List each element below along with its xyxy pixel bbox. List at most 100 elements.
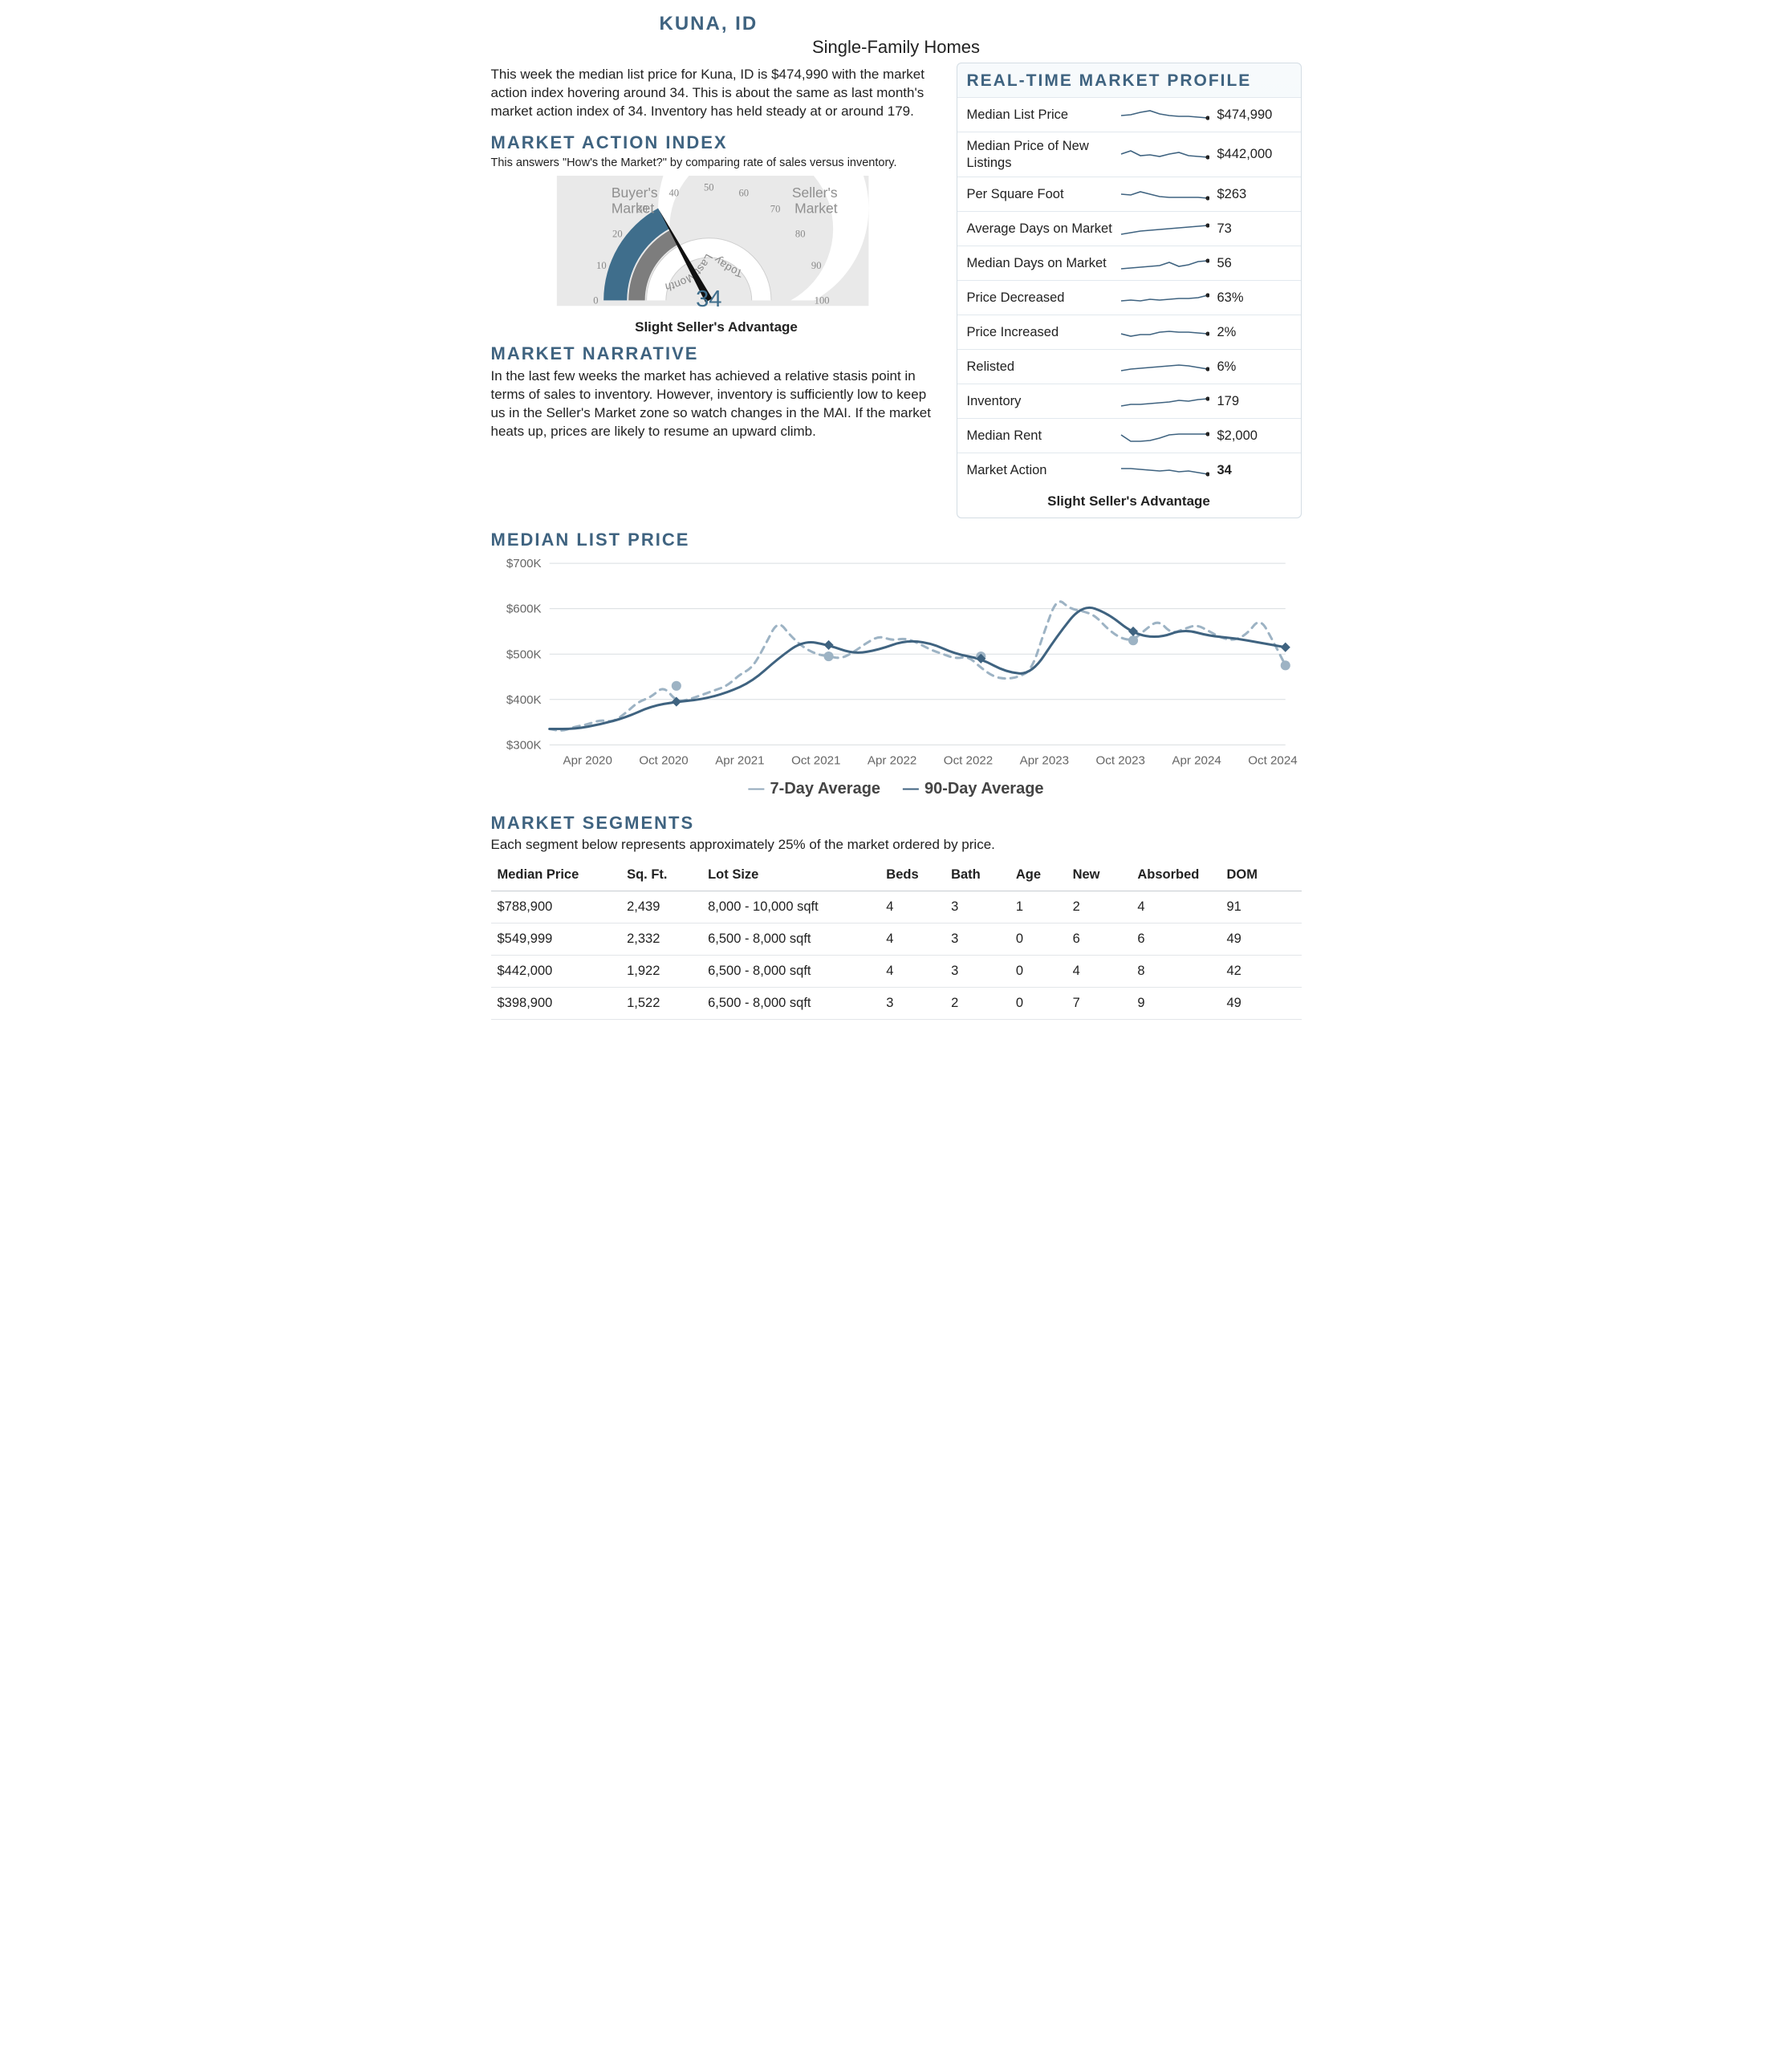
svg-text:Oct 2022: Oct 2022 [943,754,992,768]
median-price-chart: $300K $400K $500K $600K $700K Apr 2020 Oct 202… [491,555,1302,798]
segments-caption: Each segment below represents approximat… [491,837,1302,853]
profile-card: Real-Time Market Profile Median List Pri… [957,63,1302,518]
page-subtitle: Single-Family Homes [491,37,1302,58]
sparkline [1119,321,1209,343]
profile-row-label: Per Square Foot [967,186,1119,203]
profile-row: Median Days on Market 56 [957,246,1301,281]
profile-row-label: Price Decreased [967,290,1119,306]
profile-row: Inventory 179 [957,384,1301,419]
profile-row-label: Median List Price [967,107,1119,124]
segments-table: Median PriceSq. Ft.Lot SizeBedsBathAgeNe… [491,859,1302,1020]
svg-text:60: 60 [738,187,749,198]
table-cell: 3 [945,891,1010,923]
svg-text:Apr 2024: Apr 2024 [1172,754,1221,768]
table-cell: $442,000 [491,955,621,987]
table-row: $442,0001,9226,500 - 8,000 sqft4304842 [491,955,1302,987]
profile-title: Real-Time Market Profile [957,63,1301,97]
svg-text:$300K: $300K [506,739,541,753]
svg-text:$500K: $500K [506,648,541,662]
svg-text:Apr 2022: Apr 2022 [867,754,916,768]
profile-row-value: $474,990 [1209,108,1291,123]
city-title: Kuna, ID [660,13,1302,35]
svg-text:Oct 2024: Oct 2024 [1248,754,1297,768]
segments-col-header: Age [1010,859,1067,891]
profile-row-label: Median Price of New Listings [967,138,1119,171]
profile-row: Average Days on Market 73 [957,212,1301,246]
table-cell: 4 [880,955,945,987]
table-cell: 8 [1131,955,1220,987]
chart-legend: — 7-Day Average — 90-Day Average [491,780,1302,798]
segments-col-header: Beds [880,859,945,891]
table-cell: 3 [945,923,1010,955]
svg-text:Apr 2020: Apr 2020 [563,754,612,768]
table-cell: 0 [1010,923,1067,955]
table-cell: 2 [945,987,1010,1019]
svg-text:Market: Market [794,200,838,216]
table-cell: 6 [1067,923,1132,955]
table-cell: 42 [1220,955,1301,987]
table-cell: 49 [1220,923,1301,955]
segments-col-header: New [1067,859,1132,891]
median-price-heading: Median List Price [491,530,1302,550]
profile-row: Relisted6% [957,350,1301,384]
sparkline [1119,144,1209,166]
mai-summary: Slight Seller's Advantage [552,319,881,335]
mai-gauge: 0102030405060708090100TodayLast Month34B… [552,176,881,335]
table-cell: 1 [1010,891,1067,923]
profile-row-value: $263 [1209,187,1291,202]
profile-row-label: Inventory [967,393,1119,410]
svg-text:70: 70 [770,203,780,214]
table-cell: 7 [1067,987,1132,1019]
table-cell: 4 [1067,955,1132,987]
profile-row: Median List Price $474,990 [957,98,1301,132]
svg-text:90: 90 [811,260,821,271]
sparkline [1119,424,1209,447]
svg-text:100: 100 [814,294,829,306]
sparkline [1119,217,1209,240]
svg-text:Buyer's: Buyer's [611,185,657,201]
legend-7day: 7-Day Average [770,780,880,798]
profile-row-value: 56 [1209,256,1291,271]
table-cell: 9 [1131,987,1220,1019]
table-cell: $398,900 [491,987,621,1019]
table-row: $398,9001,5226,500 - 8,000 sqft3207949 [491,987,1302,1019]
narrative-heading: Market Narrative [491,343,942,364]
sparkline [1119,252,1209,274]
table-cell: 6,500 - 8,000 sqft [701,955,880,987]
profile-row-label: Price Increased [967,324,1119,341]
sparkline [1119,183,1209,205]
svg-text:$700K: $700K [506,557,541,570]
table-cell: 1,922 [620,955,701,987]
table-cell: 0 [1010,955,1067,987]
profile-row: Per Square Foot $263 [957,177,1301,212]
segments-col-header: Sq. Ft. [620,859,701,891]
table-cell: 6,500 - 8,000 sqft [701,987,880,1019]
segments-col-header: Lot Size [701,859,880,891]
profile-row-value: 73 [1209,221,1291,237]
profile-row-value: 179 [1209,394,1291,409]
segments-heading: Market Segments [491,813,1302,834]
profile-row-label: Median Days on Market [967,255,1119,272]
profile-row: Market Action34 [957,453,1301,487]
svg-text:Apr 2021: Apr 2021 [715,754,764,768]
profile-row: Price Decreased63% [957,281,1301,315]
svg-text:Oct 2021: Oct 2021 [791,754,840,768]
profile-row: Median Price of New Listings$442,000 [957,132,1301,177]
profile-row-value: 2% [1209,325,1291,340]
narrative-body: In the last few weeks the market has ach… [491,367,942,441]
table-cell: 0 [1010,987,1067,1019]
segments-col-header: DOM [1220,859,1301,891]
svg-text:Apr 2023: Apr 2023 [1019,754,1068,768]
mai-caption: This answers "How's the Market?" by comp… [491,156,942,169]
table-cell: 4 [880,891,945,923]
sparkline [1119,390,1209,412]
svg-text:$400K: $400K [506,693,541,707]
svg-text:$600K: $600K [506,603,541,616]
table-cell: 1,522 [620,987,701,1019]
profile-row-value: 34 [1209,463,1291,478]
segments-col-header: Bath [945,859,1010,891]
sparkline [1119,459,1209,481]
table-cell: 3 [880,987,945,1019]
svg-text:34: 34 [696,286,721,312]
profile-row-label: Average Days on Market [967,221,1119,237]
